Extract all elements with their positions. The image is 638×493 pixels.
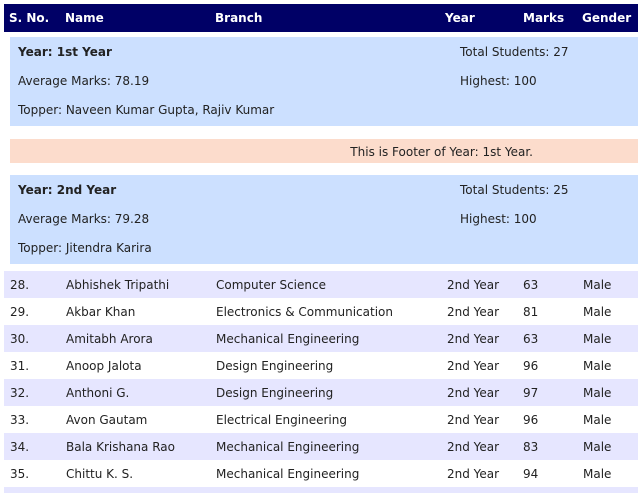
group-highest: Highest: 100 <box>460 212 537 226</box>
table-row[interactable]: 31. Anoop Jalota Design Engineering 2nd … <box>4 352 638 379</box>
table-row[interactable]: 34. Bala Krishana Rao Mechanical Enginee… <box>4 433 638 460</box>
cell-branch: Mechanical Engineering <box>216 332 360 346</box>
cell-sno: 29. <box>10 305 30 319</box>
table-row[interactable]: 29. Akbar Khan Electronics & Communicati… <box>4 298 638 325</box>
cell-branch: Electrical Engineering <box>216 413 347 427</box>
cell-branch: Mechanical Engineering <box>216 440 360 454</box>
group-footer-text: This is Footer of Year: 1st Year. <box>350 145 533 159</box>
group-header-2nd-year: Year: 2nd Year Total Students: 25 Averag… <box>10 175 638 264</box>
cell-sno: 34. <box>10 440 30 454</box>
cell-gender: Male <box>583 413 612 427</box>
cell-year: 2nd Year <box>447 440 500 454</box>
cell-name: Anthoni G. <box>66 386 130 400</box>
cell-year: 2nd Year <box>447 305 500 319</box>
group-header-1st-year: Year: 1st Year Total Students: 27 Averag… <box>10 37 638 126</box>
cell-marks: 96 <box>523 359 539 373</box>
cell-name: Bala Krishana Rao <box>66 440 175 454</box>
cell-year: 2nd Year <box>447 332 500 346</box>
group-topper: Topper: Naveen Kumar Gupta, Rajiv Kumar <box>18 103 275 117</box>
group-title: Year: 2nd Year <box>18 183 117 197</box>
cell-gender: Male <box>583 386 612 400</box>
cell-sno: 35. <box>10 467 30 481</box>
cell-sno: 32. <box>10 386 30 400</box>
group-total-students: Total Students: 27 <box>460 45 569 59</box>
cell-sno: 28. <box>10 278 30 292</box>
cell-branch: Design Engineering <box>216 359 334 373</box>
cell-year: 2nd Year <box>447 386 500 400</box>
cell-marks: 96 <box>523 413 539 427</box>
cell-year: 2nd Year <box>447 278 500 292</box>
cell-year: 2nd Year <box>447 467 500 481</box>
header-year[interactable]: Year <box>445 11 475 25</box>
header-branch[interactable]: Branch <box>215 11 263 25</box>
cell-name: Avon Gautam <box>66 413 148 427</box>
group-total-students: Total Students: 25 <box>460 183 569 197</box>
table-row[interactable]: 30. Amitabh Arora Mechanical Engineering… <box>4 325 638 352</box>
header-name[interactable]: Name <box>65 11 104 25</box>
cell-branch: Computer Science <box>216 278 326 292</box>
table-row[interactable]: 32. Anthoni G. Design Engineering 2nd Ye… <box>4 379 638 406</box>
header-sno[interactable]: S. No. <box>9 11 50 25</box>
spacer <box>4 32 638 37</box>
table-row-partial[interactable] <box>4 487 638 493</box>
cell-gender: Male <box>583 359 612 373</box>
group-average-marks: Average Marks: 79.28 <box>18 212 150 226</box>
table-row[interactable]: 35. Chittu K. S. Mechanical Engineering … <box>4 460 638 487</box>
cell-marks: 94 <box>523 467 539 481</box>
cell-name: Anoop Jalota <box>66 359 142 373</box>
cell-name: Amitabh Arora <box>66 332 153 346</box>
cell-gender: Male <box>583 332 612 346</box>
table-row[interactable]: 33. Avon Gautam Electrical Engineering 2… <box>4 406 638 433</box>
table-row[interactable]: 28. Abhishek Tripathi Computer Science 2… <box>4 271 638 298</box>
cell-branch: Mechanical Engineering <box>216 467 360 481</box>
cell-branch: Electronics & Communication <box>216 305 393 319</box>
cell-marks: 63 <box>523 332 539 346</box>
cell-gender: Male <box>583 305 612 319</box>
header-gender[interactable]: Gender <box>582 11 632 25</box>
cell-sno: 31. <box>10 359 30 373</box>
cell-marks: 81 <box>523 305 539 319</box>
cell-sno: 30. <box>10 332 30 346</box>
header-marks[interactable]: Marks <box>523 11 565 25</box>
cell-year: 2nd Year <box>447 413 500 427</box>
group-title: Year: 1st Year <box>18 45 112 59</box>
cell-branch: Design Engineering <box>216 386 334 400</box>
grid-header: S. No. Name Branch Year Marks Gender <box>4 4 638 32</box>
group-highest: Highest: 100 <box>460 74 537 88</box>
cell-name: Akbar Khan <box>66 305 136 319</box>
cell-name: Abhishek Tripathi <box>66 278 170 292</box>
group-average-marks: Average Marks: 78.19 <box>18 74 150 88</box>
group-footer-1st-year: This is Footer of Year: 1st Year. <box>10 139 638 163</box>
cell-gender: Male <box>583 440 612 454</box>
cell-marks: 97 <box>523 386 539 400</box>
cell-year: 2nd Year <box>447 359 500 373</box>
cell-marks: 83 <box>523 440 539 454</box>
cell-sno: 33. <box>10 413 30 427</box>
cell-gender: Male <box>583 467 612 481</box>
cell-name: Chittu K. S. <box>66 467 134 481</box>
group-topper: Topper: Jitendra Karira <box>18 241 152 255</box>
cell-gender: Male <box>583 278 612 292</box>
cell-marks: 63 <box>523 278 539 292</box>
